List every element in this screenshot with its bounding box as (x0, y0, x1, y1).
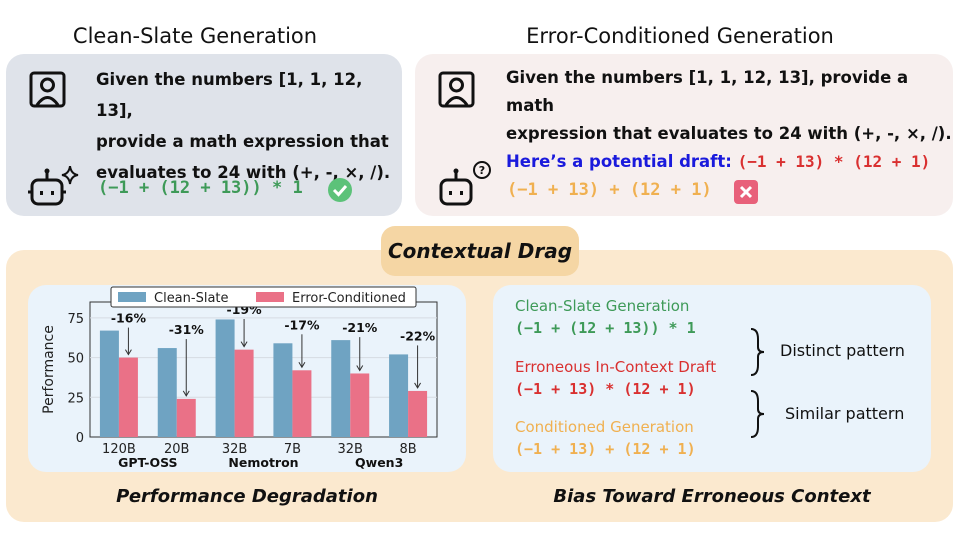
reduction-label: -21% (342, 320, 378, 335)
bar-error-conditioned (176, 398, 196, 437)
bar-error-conditioned (234, 349, 254, 437)
group-label: Qwen3 (355, 455, 403, 470)
conditioned-label: Conditioned Generation (515, 418, 694, 436)
similar-pattern-label: Similar pattern (785, 404, 905, 423)
y-tick-label: 0 (76, 431, 84, 446)
robot-question-icon: ? (439, 161, 491, 206)
arrowhead (124, 349, 132, 356)
prompt-line: expression that evaluates to 24 with (+,… (506, 124, 952, 143)
x-tick-label: 8B (399, 442, 416, 457)
reduction-label: -22% (400, 328, 436, 343)
x-tick-label: 20B (164, 442, 189, 457)
error-conditioned-panel: Given the numbers [1, 1, 12, 13], provid… (415, 54, 953, 216)
clean-slate-panel: Given the numbers [1, 1, 12, 13], provid… (6, 54, 402, 216)
x-tick-label: 32B (222, 442, 247, 457)
clean-label: Clean-Slate Generation (515, 297, 690, 315)
clean-expression: (−1 + (12 + 13)) * 1 (515, 319, 696, 337)
check-icon (328, 178, 352, 202)
plot-area (89, 301, 438, 438)
svg-text:?: ? (479, 164, 485, 177)
bar-error-conditioned (118, 357, 138, 437)
group-label: GPT-OSS (118, 455, 177, 470)
arrowhead (356, 365, 364, 372)
bar-clean-slate (157, 348, 177, 437)
arrowhead (298, 362, 306, 369)
arrowhead (182, 390, 190, 397)
bias-panel: Clean-Slate Generation (−1 + (12 + 13)) … (493, 285, 931, 472)
draft-expression: (−1 + 13) * (12 + 1) (737, 152, 931, 171)
legend-label: Error-Conditioned (292, 291, 406, 306)
y-axis-label: Performance (41, 325, 57, 414)
bar-clean-slate (99, 330, 119, 437)
performance-caption: Performance Degradation (116, 486, 378, 507)
draft-label: Erroneous In-Context Draft (515, 358, 717, 376)
distinct-pattern-label: Distinct pattern (780, 341, 905, 360)
bar-clean-slate (215, 319, 235, 437)
group-label: Nemotron (228, 455, 298, 470)
reduction-label: -17% (284, 317, 320, 332)
bar-clean-slate (331, 340, 351, 437)
cross-icon (734, 180, 758, 204)
bar-clean-slate (273, 343, 293, 437)
arrowhead (414, 382, 422, 389)
legend-swatch-clean-slate (118, 292, 146, 302)
reduction-label: -31% (169, 322, 205, 337)
brace-icon (750, 328, 765, 376)
x-tick-label: 120B (102, 442, 136, 457)
bias-caption: Bias Toward Erroneous Context (553, 486, 871, 507)
legend-label: Clean-Slate (154, 291, 229, 306)
conditioned-response: (−1 + 13) + (12 + 1) (507, 180, 712, 200)
y-tick-label: 25 (67, 391, 84, 406)
prompt-line: evaluates to 24 with (+, -, ×, /). (96, 163, 391, 182)
right-panel-title: Error-Conditioned Generation (526, 24, 834, 48)
prompt-line: Given the numbers [1, 1, 12, 13], provid… (506, 68, 909, 115)
x-tick-label: 32B (338, 442, 363, 457)
bar-error-conditioned (350, 373, 370, 437)
user-icon (438, 71, 475, 108)
clean-response: (−1 + (12 + 13)) * 1 (98, 178, 303, 198)
bar-error-conditioned (292, 370, 312, 437)
left-panel-title: Clean-Slate Generation (72, 24, 318, 48)
arrowhead (240, 341, 248, 348)
y-tick-label: 50 (67, 352, 84, 367)
prompt-line: provide a math expression that (96, 132, 389, 151)
chart-panel: 0 25 50 75 Performance -16% 120B -31% 20B -19% 32B… (28, 285, 466, 472)
prompt-line: Given the numbers [1, 1, 12, 13], (96, 70, 363, 120)
contextual-drag-label: Contextual Drag (381, 226, 579, 276)
reduction-label: -16% (111, 311, 147, 326)
draft-expression: (−1 + 13) * (12 + 1) (515, 380, 696, 398)
y-tick-label: 75 (67, 312, 84, 327)
robot-sparkle-icon (28, 166, 79, 206)
bar-error-conditioned (408, 390, 428, 437)
performance-chart: 0255075Performance-16%120B-31%20B-19%32B… (41, 286, 438, 470)
draft-label: Here’s a potential draft: (506, 152, 732, 171)
legend-swatch-error-conditioned (256, 292, 284, 302)
conditioned-expression: (−1 + 13) + (12 + 1) (515, 440, 696, 458)
x-tick-label: 7B (284, 442, 301, 457)
brace-icon (750, 390, 765, 438)
user-icon (29, 71, 66, 108)
bar-clean-slate (389, 354, 409, 437)
